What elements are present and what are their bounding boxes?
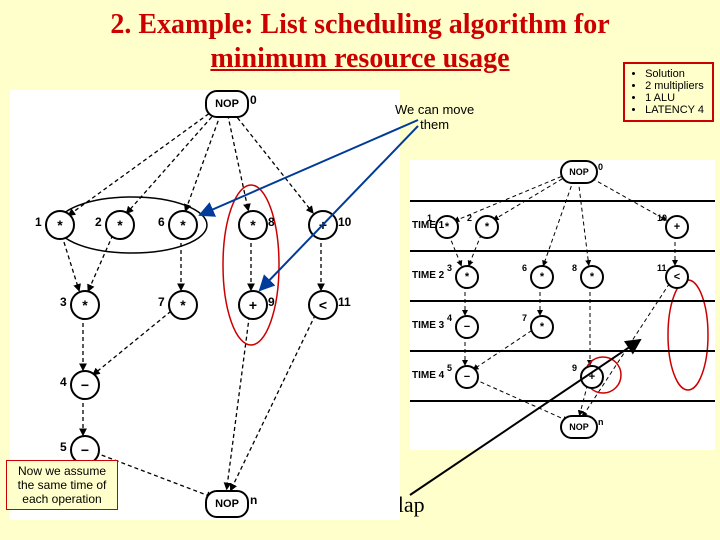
graph-node: NOP bbox=[560, 160, 598, 184]
graph-node: − bbox=[70, 370, 100, 400]
node-label: 7 bbox=[522, 313, 527, 323]
node-label: n bbox=[598, 417, 604, 427]
node-label: 1 bbox=[35, 215, 42, 229]
assume-annotation: Now we assume the same time of each oper… bbox=[6, 460, 118, 510]
graph-node: * bbox=[238, 210, 268, 240]
node-label: 4 bbox=[447, 313, 452, 323]
node-label: 9 bbox=[572, 363, 577, 373]
time-label: TIME 3 bbox=[412, 320, 444, 331]
time-divider bbox=[410, 300, 715, 302]
time-label: TIME 2 bbox=[412, 270, 444, 281]
graph-node: < bbox=[308, 290, 338, 320]
graph-node: * bbox=[580, 265, 604, 289]
slide-title: 2. Example: List scheduling algorithm fo… bbox=[0, 0, 720, 75]
left-graph: NOP0*1*2*6*8+10*3*7+9<11−4−5NOPn bbox=[10, 90, 400, 520]
node-label: 9 bbox=[268, 295, 275, 309]
node-label: 11 bbox=[657, 263, 667, 273]
node-label: 7 bbox=[158, 295, 165, 309]
node-label: 2 bbox=[467, 213, 472, 223]
node-label: 8 bbox=[268, 215, 275, 229]
node-label: 2 bbox=[95, 215, 102, 229]
time-divider bbox=[410, 400, 715, 402]
graph-node: NOP bbox=[205, 90, 249, 118]
graph-node: − bbox=[455, 315, 479, 339]
node-label: 3 bbox=[447, 263, 452, 273]
graph-node: NOP bbox=[205, 490, 249, 518]
graph-node: * bbox=[530, 315, 554, 339]
node-label: 6 bbox=[522, 263, 527, 273]
graph-node: * bbox=[455, 265, 479, 289]
node-label: 4 bbox=[60, 375, 67, 389]
node-label: 11 bbox=[338, 295, 351, 309]
solution-item: Solution bbox=[645, 68, 704, 80]
time-label: TIME 4 bbox=[412, 370, 444, 381]
graph-node: * bbox=[105, 210, 135, 240]
graph-node: − bbox=[455, 365, 479, 389]
title-line-2: minimum resource usage bbox=[210, 43, 509, 74]
graph-node: + bbox=[665, 215, 689, 239]
solution-box: Solution 2 multipliers 1 ALU LATENCY 4 bbox=[623, 62, 714, 122]
solution-item: 2 multipliers bbox=[645, 80, 704, 92]
time-divider bbox=[410, 200, 715, 202]
node-label: 3 bbox=[60, 295, 67, 309]
time-divider bbox=[410, 250, 715, 252]
graph-node: NOP bbox=[560, 415, 598, 439]
graph-node: * bbox=[70, 290, 100, 320]
solution-item: LATENCY 4 bbox=[645, 104, 704, 116]
node-label: 5 bbox=[60, 440, 67, 454]
time-divider bbox=[410, 350, 715, 352]
node-label: 0 bbox=[250, 93, 257, 107]
title-line-1: 2. Example: List scheduling algorithm fo… bbox=[110, 9, 609, 40]
graph-node: * bbox=[45, 210, 75, 240]
graph-node: + bbox=[308, 210, 338, 240]
solution-item: 1 ALU bbox=[645, 92, 704, 104]
graph-node: + bbox=[238, 290, 268, 320]
graph-node: * bbox=[530, 265, 554, 289]
node-label: 6 bbox=[158, 215, 165, 229]
right-graph: TIME 1TIME 2TIME 3TIME 4NOP0*1*2*6*8+10*… bbox=[410, 160, 715, 450]
node-label: 10 bbox=[338, 215, 351, 229]
graph-node: < bbox=[665, 265, 689, 289]
graph-node: * bbox=[475, 215, 499, 239]
node-label: 8 bbox=[572, 263, 577, 273]
node-label: 5 bbox=[447, 363, 452, 373]
node-label: 10 bbox=[657, 213, 667, 223]
node-label: 1 bbox=[427, 213, 432, 223]
graph-node: * bbox=[168, 210, 198, 240]
node-label: n bbox=[250, 493, 257, 507]
graph-node: * bbox=[168, 290, 198, 320]
node-label: 0 bbox=[598, 162, 603, 172]
we-can-move-label: We can movethem bbox=[395, 102, 474, 132]
graph-node: + bbox=[580, 365, 604, 389]
